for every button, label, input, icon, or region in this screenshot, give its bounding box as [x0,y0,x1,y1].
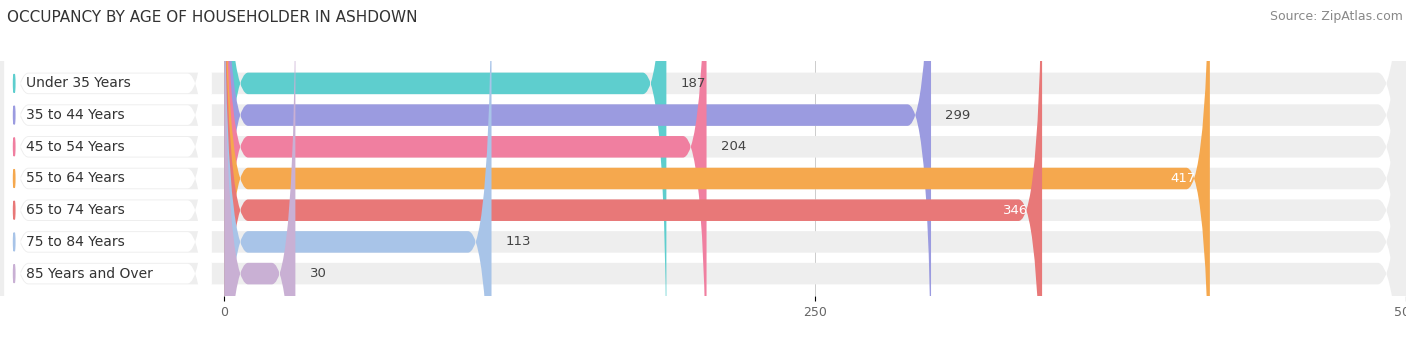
Text: 299: 299 [945,108,970,122]
Text: 75 to 84 Years: 75 to 84 Years [25,235,125,249]
FancyBboxPatch shape [225,0,492,340]
Text: 65 to 74 Years: 65 to 74 Years [25,203,125,217]
FancyBboxPatch shape [4,0,211,340]
Text: 187: 187 [681,77,706,90]
Text: OCCUPANCY BY AGE OF HOUSEHOLDER IN ASHDOWN: OCCUPANCY BY AGE OF HOUSEHOLDER IN ASHDO… [7,10,418,25]
Text: 417: 417 [1170,172,1195,185]
FancyBboxPatch shape [225,0,931,340]
Text: 113: 113 [506,235,531,249]
Text: 346: 346 [1002,204,1028,217]
FancyBboxPatch shape [4,0,211,340]
Text: Under 35 Years: Under 35 Years [25,76,131,90]
FancyBboxPatch shape [225,0,666,340]
FancyBboxPatch shape [4,0,211,340]
FancyBboxPatch shape [4,0,211,340]
Text: 85 Years and Over: 85 Years and Over [25,267,153,280]
Text: 35 to 44 Years: 35 to 44 Years [25,108,125,122]
FancyBboxPatch shape [225,0,1211,340]
FancyBboxPatch shape [4,0,211,340]
Text: 30: 30 [309,267,326,280]
Text: 204: 204 [721,140,747,153]
Text: Source: ZipAtlas.com: Source: ZipAtlas.com [1270,10,1403,23]
FancyBboxPatch shape [225,0,707,340]
Text: 55 to 64 Years: 55 to 64 Years [25,171,125,186]
FancyBboxPatch shape [225,0,295,340]
Text: 45 to 54 Years: 45 to 54 Years [25,140,125,154]
FancyBboxPatch shape [4,0,211,340]
FancyBboxPatch shape [4,0,211,340]
FancyBboxPatch shape [225,0,1042,340]
